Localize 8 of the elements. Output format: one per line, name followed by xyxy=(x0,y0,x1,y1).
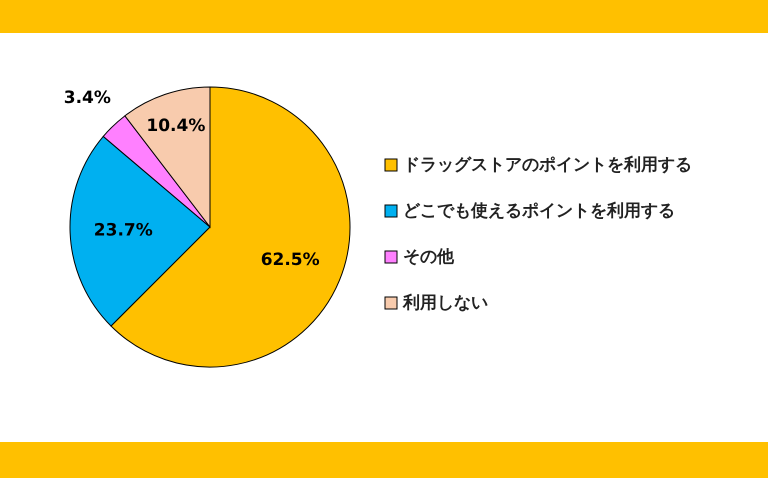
data-label: 10.4% xyxy=(146,116,206,136)
legend-label: どこでも使えるポイントを利用する xyxy=(403,201,675,221)
data-label: 23.7% xyxy=(94,220,153,241)
legend-label: その他 xyxy=(403,247,455,267)
data-label: 62.5% xyxy=(260,250,320,270)
legend-label: ドラッグストアのポイントを利用する xyxy=(403,155,692,175)
legend-label: 利用しない xyxy=(402,293,488,313)
data-label: 3.4% xyxy=(64,88,111,108)
